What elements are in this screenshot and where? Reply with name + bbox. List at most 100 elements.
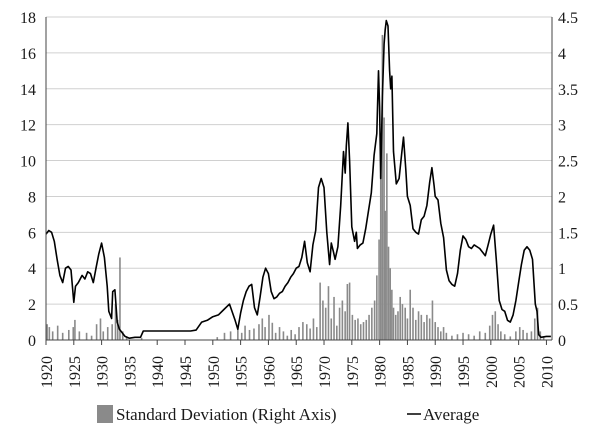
x-tick-label-18: 2010 [539, 356, 556, 388]
stddev-bar-71 [381, 34, 384, 340]
stddev-bar-38 [286, 335, 289, 340]
stddev-bar-13 [102, 331, 105, 340]
stddev-bar-57 [346, 284, 349, 340]
stddev-bar-112 [509, 336, 512, 340]
x-tick-label-1: 1925 [67, 356, 84, 388]
stddev-bar-117 [530, 331, 533, 340]
stddev-bar-109 [497, 324, 499, 340]
stddev-bar-88 [417, 311, 420, 340]
left-tick-label-8: 16 [20, 46, 36, 63]
x-tick-label-17: 2005 [512, 356, 529, 388]
stddev-bar-22 [216, 337, 219, 340]
stddev-bar-80 [397, 311, 399, 340]
stddev-bar-93 [431, 300, 434, 340]
right-tick-label-0: 0 [558, 333, 566, 350]
axes [45, 17, 553, 341]
stddev-bar-99 [451, 335, 453, 340]
stddev-bar-17 [116, 319, 119, 340]
legend-swatch-stddev [97, 405, 113, 423]
stddev-bar-44 [309, 328, 311, 340]
stddev-bar-97 [442, 327, 445, 340]
right-tick-label-1: 0.5 [558, 297, 578, 314]
stddev-bar-23 [223, 332, 226, 340]
x-tick-label-9: 1965 [289, 356, 306, 388]
stddev-bar-108 [494, 311, 497, 340]
legend: Standard Deviation (Right Axis) Average [97, 405, 479, 424]
stddev-bar-7 [74, 319, 76, 340]
stddev-bar-83 [404, 307, 407, 340]
stddev-bar-46 [315, 327, 318, 340]
stddev-bar-116 [526, 332, 528, 340]
stddev-bar-55 [341, 300, 344, 340]
stddev-bar-86 [412, 307, 414, 340]
stddev-bar-27 [244, 325, 246, 340]
left-tick-label-2: 4 [28, 261, 36, 278]
stddev-bar-105 [484, 332, 487, 340]
stddev-bar-54 [338, 307, 341, 340]
stddev-bar-52 [333, 296, 335, 340]
stddev-bar-34 [271, 322, 274, 340]
stddev-bar-89 [420, 314, 423, 340]
stddev-bar-101 [462, 332, 464, 340]
stddev-bar-61 [357, 318, 359, 340]
right-tick-label-3: 1.5 [558, 225, 578, 242]
left-tick-label-3: 6 [28, 225, 36, 242]
stddev-bar-10 [90, 335, 93, 340]
stddev-bar-96 [439, 331, 442, 340]
stddev-bar-62 [359, 324, 362, 340]
stddev-bar-5 [67, 329, 70, 340]
stddev-bar-33 [268, 314, 270, 340]
x-tick-label-10: 1970 [317, 356, 334, 388]
stddev-bar-37 [282, 331, 285, 340]
stddev-bar-35 [274, 332, 277, 340]
stddev-bar-68 [376, 275, 378, 340]
left-tick-label-9: 18 [20, 10, 36, 27]
x-tick-label-14: 1990 [428, 356, 445, 388]
stddev-bar-94 [434, 322, 437, 340]
stddev-bar-45 [312, 318, 315, 340]
stddev-bar-69 [378, 239, 380, 340]
right-axis-ticks: 0 0.5 1 1.5 2 2.5 3 3.5 4 4.5 [558, 10, 578, 350]
x-tick-label-16: 2000 [484, 356, 501, 388]
stddev-bar-81 [399, 296, 401, 340]
stddev-bar-79 [394, 314, 397, 340]
stddev-bar-50 [327, 286, 330, 340]
stddev-bar-3 [56, 325, 59, 340]
stddev-bar-59 [351, 314, 354, 340]
stddev-bar-115 [522, 329, 524, 340]
stddev-bar-58 [348, 282, 351, 340]
stddev-bar-29 [253, 328, 255, 340]
stddev-bar-39 [290, 329, 293, 340]
stddev-bar-90 [423, 322, 425, 340]
stddev-bar-36 [278, 327, 281, 340]
x-tick-label-12: 1980 [373, 356, 390, 388]
stddev-bar-15 [111, 324, 113, 340]
stddev-bar-103 [473, 335, 475, 340]
stddev-bar-77 [391, 289, 393, 340]
x-tick-label-4: 1940 [150, 356, 167, 388]
gridlines [46, 16, 552, 305]
stddev-bar-41 [298, 327, 300, 340]
left-tick-label-6: 12 [20, 118, 36, 135]
stddev-bar-20 [125, 336, 128, 340]
stddev-bar-31 [261, 318, 264, 340]
right-tick-label-6: 3 [558, 118, 566, 135]
stddev-bar-84 [406, 318, 409, 340]
x-axis-ticks: 1920 1925 1930 1935 1940 1945 1950 1955 1960 1965… [39, 340, 556, 388]
stddev-bar-85 [409, 289, 412, 340]
stddev-bar-118 [533, 318, 536, 340]
stddev-bar-47 [319, 282, 321, 340]
stddev-bar-106 [488, 325, 491, 340]
stddev-bar-114 [518, 327, 521, 340]
right-tick-label-2: 1 [558, 261, 566, 278]
x-tick-label-7: 1955 [234, 356, 251, 388]
stddev-bar-53 [336, 325, 338, 340]
stddev-bar-12 [99, 318, 102, 340]
stddev-bar-65 [368, 314, 370, 340]
x-tick-label-13: 1985 [400, 356, 417, 388]
stddev-bar-107 [491, 314, 494, 340]
stddev-bar-110 [500, 331, 502, 340]
stddev-bar-18 [119, 257, 121, 340]
stddev-bar-92 [428, 318, 431, 340]
stddev-bar-11 [95, 324, 98, 340]
